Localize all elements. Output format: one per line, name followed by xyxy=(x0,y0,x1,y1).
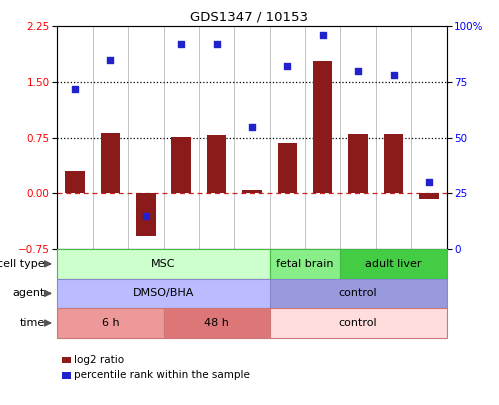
Text: 48 h: 48 h xyxy=(204,318,229,328)
Point xyxy=(177,41,185,47)
Bar xyxy=(419,194,439,198)
Text: fetal brain: fetal brain xyxy=(276,259,334,269)
Text: percentile rank within the sample: percentile rank within the sample xyxy=(74,371,250,380)
Bar xyxy=(384,134,403,194)
Bar xyxy=(313,61,332,194)
Text: agent: agent xyxy=(12,288,45,298)
Bar xyxy=(243,190,261,194)
Text: cell type: cell type xyxy=(0,259,45,269)
Text: DMSO/BHA: DMSO/BHA xyxy=(133,288,194,298)
Point xyxy=(106,57,114,63)
Point xyxy=(390,72,398,79)
Point xyxy=(425,179,433,185)
Text: control: control xyxy=(339,318,377,328)
Bar xyxy=(348,134,368,194)
Text: log2 ratio: log2 ratio xyxy=(74,355,124,365)
Bar xyxy=(207,136,227,194)
Point xyxy=(142,212,150,219)
Point xyxy=(248,123,256,130)
Point xyxy=(71,85,79,92)
Bar xyxy=(101,132,120,194)
Bar xyxy=(277,143,297,194)
Point xyxy=(354,68,362,74)
Point xyxy=(283,63,291,70)
Bar xyxy=(65,171,85,194)
Point xyxy=(213,41,221,47)
Point xyxy=(319,32,327,38)
Bar xyxy=(136,194,156,237)
Text: adult liver: adult liver xyxy=(365,259,422,269)
Text: 6 h: 6 h xyxy=(102,318,119,328)
Text: GDS1347 / 10153: GDS1347 / 10153 xyxy=(191,10,308,23)
Bar xyxy=(172,137,191,194)
Text: time: time xyxy=(19,318,45,328)
Text: MSC: MSC xyxy=(151,259,176,269)
Text: control: control xyxy=(339,288,377,298)
